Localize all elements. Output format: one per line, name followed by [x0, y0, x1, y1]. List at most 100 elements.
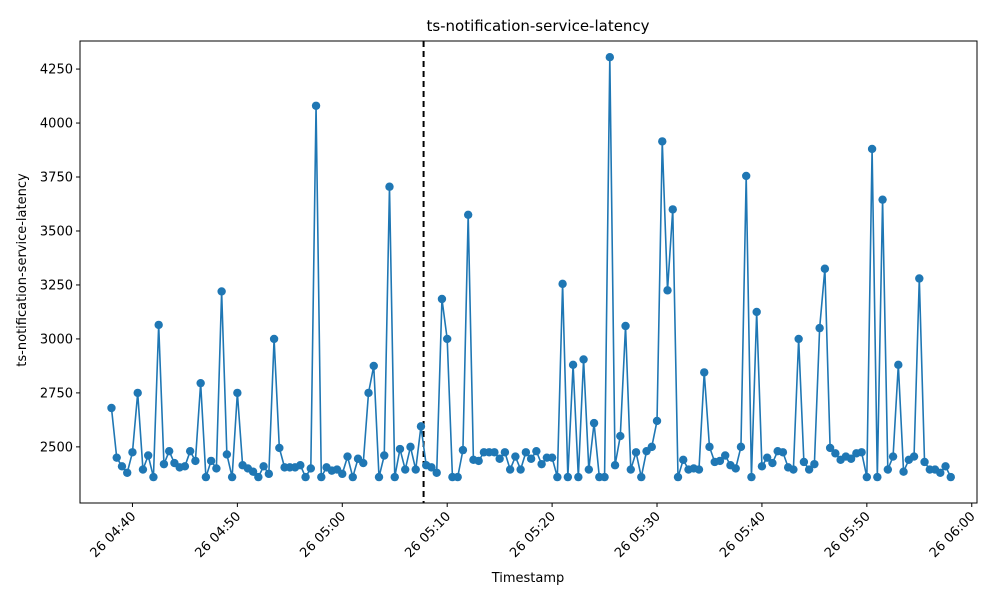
data-point — [254, 472, 263, 482]
data-point — [941, 462, 950, 471]
data-point — [731, 464, 740, 473]
data-point — [700, 368, 709, 377]
data-point — [873, 472, 882, 482]
data-point — [427, 463, 436, 472]
data-point — [458, 445, 468, 455]
data-point — [521, 448, 531, 457]
data-point — [547, 453, 557, 462]
data-point — [495, 454, 504, 463]
data-point — [647, 442, 656, 452]
data-point — [164, 446, 174, 456]
data-point — [490, 448, 499, 457]
data-point — [505, 465, 515, 474]
data-point — [883, 465, 893, 474]
data-point — [401, 465, 410, 474]
data-point — [364, 388, 373, 398]
data-point — [915, 274, 924, 283]
data-point — [610, 461, 620, 470]
data-point — [532, 446, 541, 456]
data-point — [658, 137, 667, 146]
data-point — [867, 144, 877, 154]
data-point — [463, 210, 473, 219]
data-point — [359, 458, 368, 468]
data-point — [631, 448, 641, 457]
data-point — [621, 321, 630, 331]
data-point — [380, 451, 389, 460]
data-point — [789, 465, 798, 474]
data-point — [416, 422, 426, 431]
data-point — [117, 462, 127, 471]
data-point — [406, 442, 415, 452]
data-point — [715, 456, 725, 466]
data-point — [920, 457, 929, 467]
data-point — [338, 469, 347, 479]
data-point — [217, 287, 226, 296]
data-point — [138, 465, 148, 474]
data-point — [196, 378, 205, 388]
data-point — [143, 451, 153, 460]
data-point — [878, 195, 887, 204]
data-point — [626, 465, 635, 474]
data-point — [946, 472, 955, 482]
data-point — [149, 472, 158, 482]
data-point — [374, 472, 384, 482]
data-point — [343, 452, 352, 461]
data-point — [663, 286, 672, 295]
data-point — [605, 52, 615, 62]
data-point — [899, 467, 908, 476]
data-point — [112, 453, 121, 462]
data-point — [390, 472, 399, 482]
data-point — [306, 464, 316, 473]
data-point — [563, 472, 573, 482]
chart-title: ts-notification-service-latency — [426, 17, 649, 35]
data-point — [810, 459, 819, 469]
data-point — [579, 355, 588, 364]
data-point — [385, 182, 394, 191]
data-point — [820, 264, 830, 273]
data-point — [437, 294, 447, 304]
y-tick-label: 2500 — [40, 440, 73, 455]
plot-frame — [79, 40, 978, 504]
data-point — [222, 450, 232, 459]
y-tick-label: 3000 — [40, 332, 73, 347]
data-point — [794, 334, 803, 344]
data-point — [741, 171, 751, 181]
data-point — [395, 444, 405, 454]
data-point — [269, 334, 279, 344]
data-point — [185, 446, 195, 456]
data-point — [736, 442, 746, 452]
data-point — [526, 454, 536, 463]
series-layer — [107, 52, 955, 482]
data-point — [815, 323, 824, 333]
data-point — [747, 472, 756, 482]
y-tick-label: 2750 — [40, 386, 73, 401]
data-point — [259, 462, 268, 471]
data-point — [432, 468, 441, 477]
data-point — [369, 361, 378, 371]
data-point — [248, 467, 258, 476]
data-point — [846, 454, 856, 463]
data-point — [652, 416, 662, 426]
y-tick-label: 3500 — [40, 224, 73, 239]
data-point — [123, 468, 132, 477]
data-point — [831, 449, 840, 458]
data-point — [705, 442, 714, 452]
data-point — [862, 472, 872, 482]
data-point — [637, 472, 646, 482]
data-point — [799, 457, 809, 467]
data-point — [600, 472, 609, 482]
data-point — [558, 279, 567, 289]
data-point — [180, 462, 190, 471]
data-point — [762, 453, 772, 462]
data-point — [191, 456, 200, 466]
data-point — [212, 464, 221, 473]
data-point — [553, 472, 562, 482]
data-point — [311, 101, 321, 110]
data-point — [233, 388, 242, 398]
data-point — [275, 443, 284, 453]
data-point — [894, 360, 903, 370]
data-point — [159, 459, 169, 469]
data-point — [511, 452, 520, 461]
